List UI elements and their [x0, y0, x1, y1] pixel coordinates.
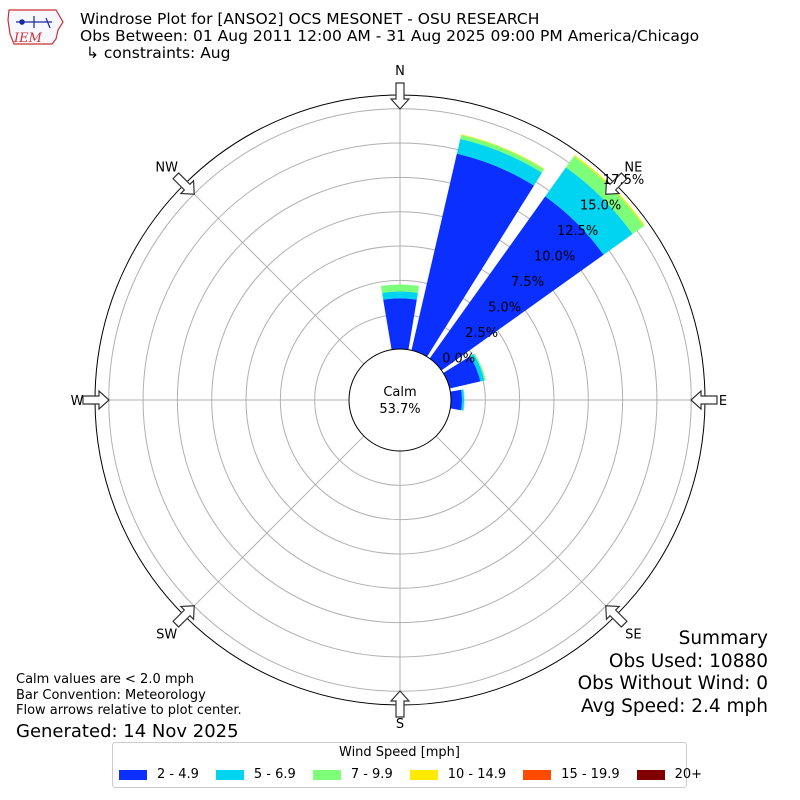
compass-label-nw: NW	[155, 161, 178, 176]
legend-label: 7 - 9.9	[350, 767, 393, 782]
radial-tick-label: 7.5%	[511, 275, 544, 290]
legend-items: 2 - 4.9 5 - 6.9 7 - 9.9 10 - 14.9 15 - 19.9 2…	[119, 767, 719, 782]
windrose-bar	[565, 156, 644, 235]
legend-label: 10 - 14.9	[447, 767, 507, 782]
constraints: ↳ constraints: Aug	[86, 44, 231, 62]
weather-station-icon	[16, 16, 52, 29]
compass-label-sw: SW	[156, 627, 177, 642]
compass-arrow-icon	[82, 389, 110, 411]
notes: Calm values are < 2.0 mph Bar Convention…	[16, 672, 242, 743]
logo-text: IEM	[13, 31, 43, 46]
compass-arrow-icon	[389, 82, 411, 110]
iowa-state-outline-icon	[7, 9, 64, 45]
legend: Wind Speed [mph] 2 - 4.9 5 - 6.9 7 - 9.9 10…	[112, 742, 702, 788]
compass-arrow-icon	[690, 389, 718, 411]
avg-speed: Avg Speed: 2.4 mph	[580, 695, 768, 717]
legend-item: 20+	[636, 767, 703, 782]
windrose-bar	[470, 354, 485, 382]
obs-between: Obs Between: 01 Aug 2011 12:00 AM - 31 A…	[80, 27, 700, 45]
calm-label: Calm	[383, 385, 416, 400]
header: Windrose Plot for [ANSO2] OCS MESONET - …	[80, 11, 699, 62]
windrose-bar	[443, 356, 481, 389]
radial-tick-label: 17.5%	[603, 173, 644, 188]
compass-label-n: N	[395, 64, 405, 79]
compass-label-e: E	[719, 394, 727, 409]
summary-box: Summary Obs Used: 10880 Obs Without Wind…	[578, 628, 768, 718]
compass-label-w: W	[71, 394, 84, 409]
radial-tick-label: 10.0%	[534, 250, 575, 265]
compass-arrow-icon	[172, 605, 195, 628]
flow-note: Flow arrows relative to plot center.	[16, 703, 242, 718]
legend-swatch	[215, 769, 244, 780]
windrose-bar	[463, 389, 465, 411]
legend-label: 15 - 19.9	[561, 767, 620, 782]
windrose-bar	[411, 153, 534, 357]
legend-label: 2 - 4.9	[157, 767, 199, 782]
legend-swatch	[636, 769, 665, 780]
calm-value: 53.7%	[379, 402, 420, 417]
windrose-bar	[382, 291, 418, 300]
obs-used: Obs Used: 10880	[608, 650, 768, 672]
radial-tick-label: 0.0%	[442, 352, 475, 367]
obs-without-wind: Obs Without Wind: 0	[577, 673, 768, 694]
windrose-bar	[383, 298, 417, 350]
legend-label: 5 - 6.9	[253, 767, 296, 782]
compass-label-ne: NE	[624, 161, 642, 176]
legend-item: 10 - 14.9	[409, 767, 507, 782]
windrose-bar	[456, 138, 542, 186]
compass-label-se: SE	[625, 627, 641, 642]
legend-item: 7 - 9.9	[312, 767, 393, 782]
windrose-bar	[545, 167, 633, 255]
legend-item: 15 - 19.9	[523, 767, 620, 782]
calm-circle	[348, 348, 452, 452]
radial-tick-label: 2.5%	[465, 326, 498, 341]
compass-arrow-icon	[605, 605, 628, 628]
grid-spoke	[183, 183, 365, 365]
compass-arrow-icon	[172, 172, 195, 195]
legend-swatch	[119, 769, 147, 780]
compass-arrow-icon	[389, 690, 411, 718]
compass-label-s: S	[396, 717, 404, 732]
legend-swatch	[312, 769, 341, 780]
iem-logo: IEM	[7, 9, 64, 46]
windrose-bar	[429, 196, 604, 371]
legend-swatch	[523, 769, 552, 780]
grid-spoke	[435, 435, 617, 617]
bars	[348, 134, 645, 452]
compass-arrows	[82, 82, 718, 718]
grid-spoke	[183, 435, 365, 617]
legend-swatch	[409, 769, 438, 780]
windrose-bar	[450, 389, 462, 411]
radial-tick-label: 12.5%	[557, 224, 598, 239]
windrose-bar	[461, 389, 465, 411]
bar-convention-note: Bar Convention: Meteorology	[16, 687, 206, 703]
calm-note: Calm values are < 2.0 mph	[16, 672, 195, 687]
legend-title: Wind Speed [mph]	[339, 745, 460, 760]
generated-date: Generated: 14 Nov 2025	[16, 720, 239, 742]
radial-tick-label: 15.0%	[580, 199, 621, 214]
windrose-bar	[380, 284, 420, 293]
legend-item: 2 - 4.9	[119, 767, 199, 782]
chart-title: Windrose Plot for [ANSO2] OCS MESONET - …	[80, 10, 540, 28]
legend-item: 5 - 6.9	[215, 767, 296, 782]
legend-label: 20+	[674, 767, 703, 782]
labels: N NE E SE S SW W NW 0.0% 2.5% 5.0% 7.5% 10.0% 12.5% 15…	[71, 64, 728, 732]
windrose-bar	[473, 353, 486, 381]
compass-arrow-icon	[605, 172, 628, 195]
radial-tick-label: 5.0%	[488, 301, 521, 316]
summary-title: Summary	[678, 628, 768, 649]
windrose-bar	[460, 134, 545, 173]
